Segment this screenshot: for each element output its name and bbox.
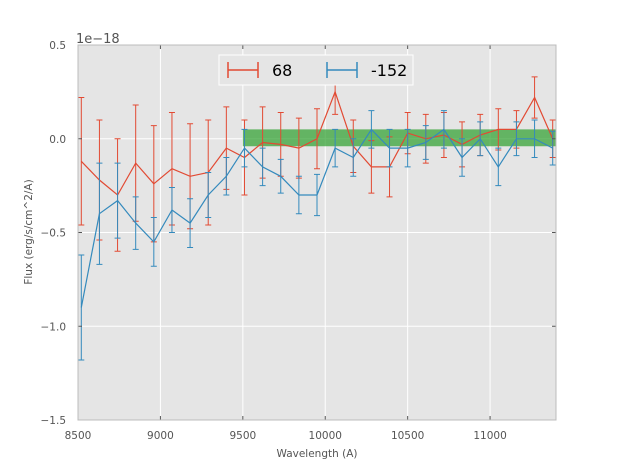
series-m152 <box>78 110 556 361</box>
y-tick-label: 0.5 <box>49 40 66 52</box>
series-layer <box>78 68 556 361</box>
y-tick-label: −1.0 <box>41 321 67 333</box>
axes: 8500 9000 9500 10000 10500 11000 −1.5 −1.0 −0.5 0… <box>41 40 557 442</box>
x-tick-label: 9000 <box>147 430 174 442</box>
green-band <box>242 129 557 147</box>
x-tick-label: 10000 <box>309 430 342 442</box>
legend: 68 -152 <box>218 54 414 86</box>
legend-label: 68 <box>272 61 292 80</box>
green-band-layer <box>242 129 557 147</box>
x-tick-label: 9500 <box>229 430 256 442</box>
y-tick-label: 0.0 <box>49 134 66 146</box>
x-tick-label: 11000 <box>473 430 506 442</box>
legend-items: 68 -152 <box>227 61 407 80</box>
y-tick-label: −0.5 <box>41 228 67 240</box>
y-axis-label: Flux (erg/s/cm^2/A) <box>23 179 35 284</box>
y-tick-label: −1.5 <box>41 415 67 427</box>
legend-entry-68: 68 <box>227 61 292 80</box>
plot-frame <box>77 44 557 421</box>
x-tick-label: 8500 <box>65 430 92 442</box>
y-offset-label: 1e−18 <box>76 32 120 47</box>
legend-entry-m152: -152 <box>326 61 407 80</box>
x-axis-label: Wavelength (A) <box>276 448 357 460</box>
legend-label: -152 <box>371 61 407 80</box>
x-tick-label: 10500 <box>391 430 424 442</box>
